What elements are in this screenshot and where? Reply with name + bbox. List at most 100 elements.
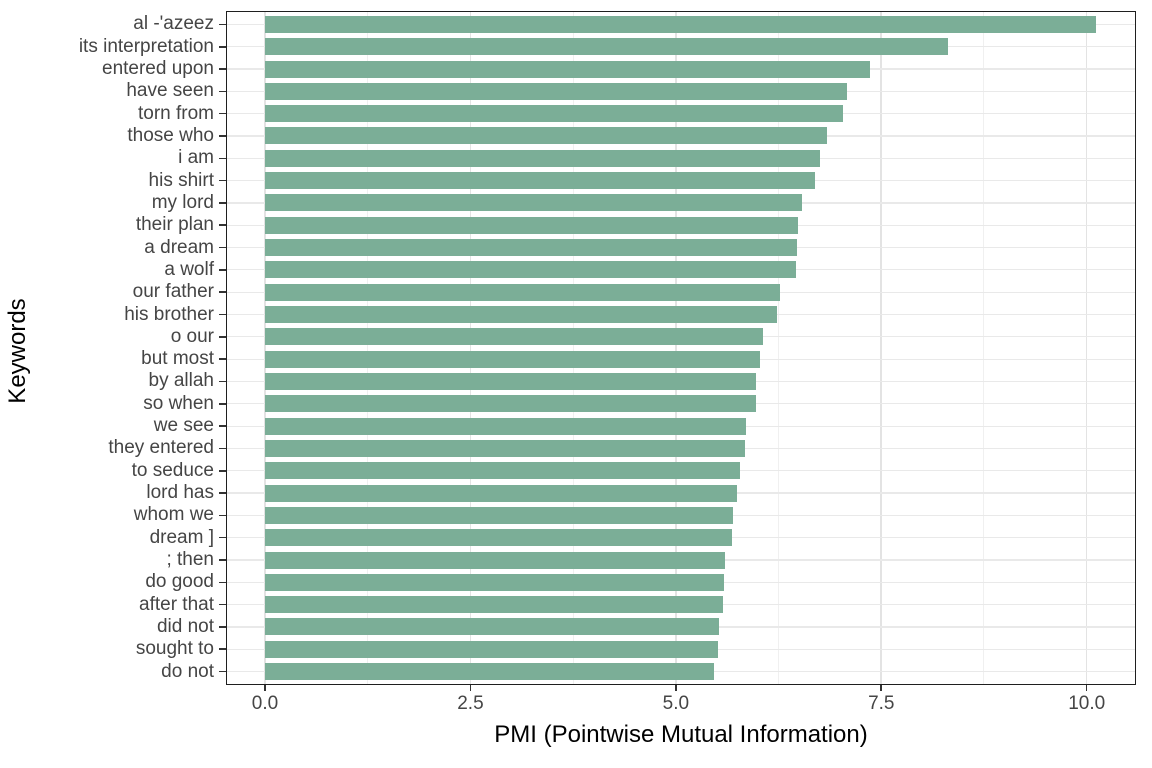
y-tick <box>219 358 226 360</box>
bar-did-not <box>265 618 719 636</box>
bar-a-wolf <box>265 261 796 279</box>
y-tick <box>219 135 226 137</box>
y-tick <box>219 313 226 316</box>
minor-gridline <box>367 11 369 685</box>
bar-torn-from <box>265 105 843 123</box>
bar-sought-to <box>265 640 718 658</box>
major-gridline <box>675 11 677 685</box>
y-axis-label: a wolf <box>164 258 214 280</box>
bar-to-seduce <box>265 462 740 480</box>
y-axis-label: those who <box>127 124 214 146</box>
y-axis-label: do good <box>145 571 214 593</box>
y-tick <box>219 269 226 271</box>
bar-do-good <box>265 573 724 591</box>
bar-their-plan <box>265 216 799 234</box>
bar-a-dream <box>265 239 797 257</box>
y-tick <box>219 469 226 472</box>
bar-o-our <box>265 328 763 346</box>
y-tick <box>219 492 226 494</box>
y-tick <box>219 425 226 427</box>
y-axis-label: my lord <box>151 191 214 213</box>
y-tick <box>219 670 226 673</box>
y-axis-label: torn from <box>137 102 214 124</box>
y-tick <box>219 179 226 182</box>
y-axis-label: whom we <box>133 504 214 526</box>
y-axis-label: entered upon <box>102 58 214 80</box>
y-tick <box>219 246 226 249</box>
major-gridline <box>264 11 266 685</box>
bar-lord-has <box>265 484 738 502</box>
y-axis-label: do not <box>161 660 214 682</box>
y-axis-label: sought to <box>135 638 214 660</box>
x-axis-tick-label: 5.0 <box>662 693 690 714</box>
y-axis-label: his shirt <box>148 169 214 191</box>
x-tick <box>1085 685 1088 691</box>
y-tick <box>219 581 226 584</box>
y-axis-label: its interpretation <box>78 35 214 57</box>
y-tick <box>219 380 226 383</box>
bar-so-when <box>265 395 757 413</box>
y-tick <box>219 23 226 26</box>
y-axis-label: i am <box>178 147 214 169</box>
x-tick <box>880 685 883 691</box>
y-axis-label: to seduce <box>131 459 214 481</box>
bar-our-father <box>265 283 781 301</box>
y-tick <box>219 224 226 227</box>
bar-al-azeez <box>265 15 1096 33</box>
y-axis-label: by allah <box>148 370 215 392</box>
y-tick <box>219 603 226 606</box>
bar-have-seen <box>265 82 847 100</box>
x-axis-tick-label: 7.5 <box>868 693 895 714</box>
y-axis-label: lord has <box>146 482 214 504</box>
bar-i-am <box>265 149 821 167</box>
y-tick <box>219 514 226 517</box>
bar-those-who <box>265 127 828 145</box>
y-axis-label: ; then <box>166 549 214 570</box>
bar--then <box>265 551 726 569</box>
y-tick <box>219 536 226 539</box>
minor-gridline <box>572 11 574 685</box>
bar-whom-we <box>265 506 734 524</box>
y-tick <box>219 68 226 70</box>
y-axis-label: after that <box>139 593 214 615</box>
minor-gridline <box>983 11 985 685</box>
y-axis-title: Keywords <box>4 298 31 404</box>
y-axis-label: a dream <box>144 236 214 258</box>
y-axis-label: o our <box>170 325 214 347</box>
y-tick <box>219 202 226 204</box>
y-axis-label: did not <box>156 615 214 637</box>
y-tick <box>219 559 226 561</box>
plot-panel <box>226 11 1136 685</box>
bar-we-see <box>265 417 746 435</box>
y-axis-label: so when <box>143 392 214 414</box>
y-tick <box>219 447 226 450</box>
bar-entered-upon <box>265 60 870 78</box>
x-axis-tick-label: 0.0 <box>251 693 279 714</box>
bar-dream- <box>265 529 732 547</box>
major-gridline <box>1085 11 1088 685</box>
bar-its-interpretation <box>265 38 948 56</box>
bar-do-not <box>265 663 715 681</box>
y-tick <box>219 112 226 115</box>
y-axis-label: dream ] <box>149 526 214 548</box>
bar-his-shirt <box>265 172 815 190</box>
y-tick <box>219 626 226 628</box>
x-tick <box>469 685 472 691</box>
bar-my-lord <box>265 194 803 212</box>
y-axis-label: our father <box>132 281 214 303</box>
major-gridline <box>469 11 472 685</box>
bar-his-brother <box>265 306 777 324</box>
y-axis-label: his brother <box>124 303 214 325</box>
bar-by-allah <box>265 372 757 390</box>
x-axis-tick-label: 2.5 <box>457 693 484 714</box>
minor-gridline <box>778 11 780 685</box>
major-gridline <box>880 11 883 685</box>
y-axis-label: we see <box>153 415 214 437</box>
y-tick <box>219 648 226 651</box>
y-axis-label: their plan <box>135 214 214 236</box>
y-axis-label: but most <box>141 348 214 370</box>
bar-but-most <box>265 350 760 368</box>
bar-they-entered <box>265 439 745 457</box>
y-axis-label: have seen <box>126 80 214 102</box>
